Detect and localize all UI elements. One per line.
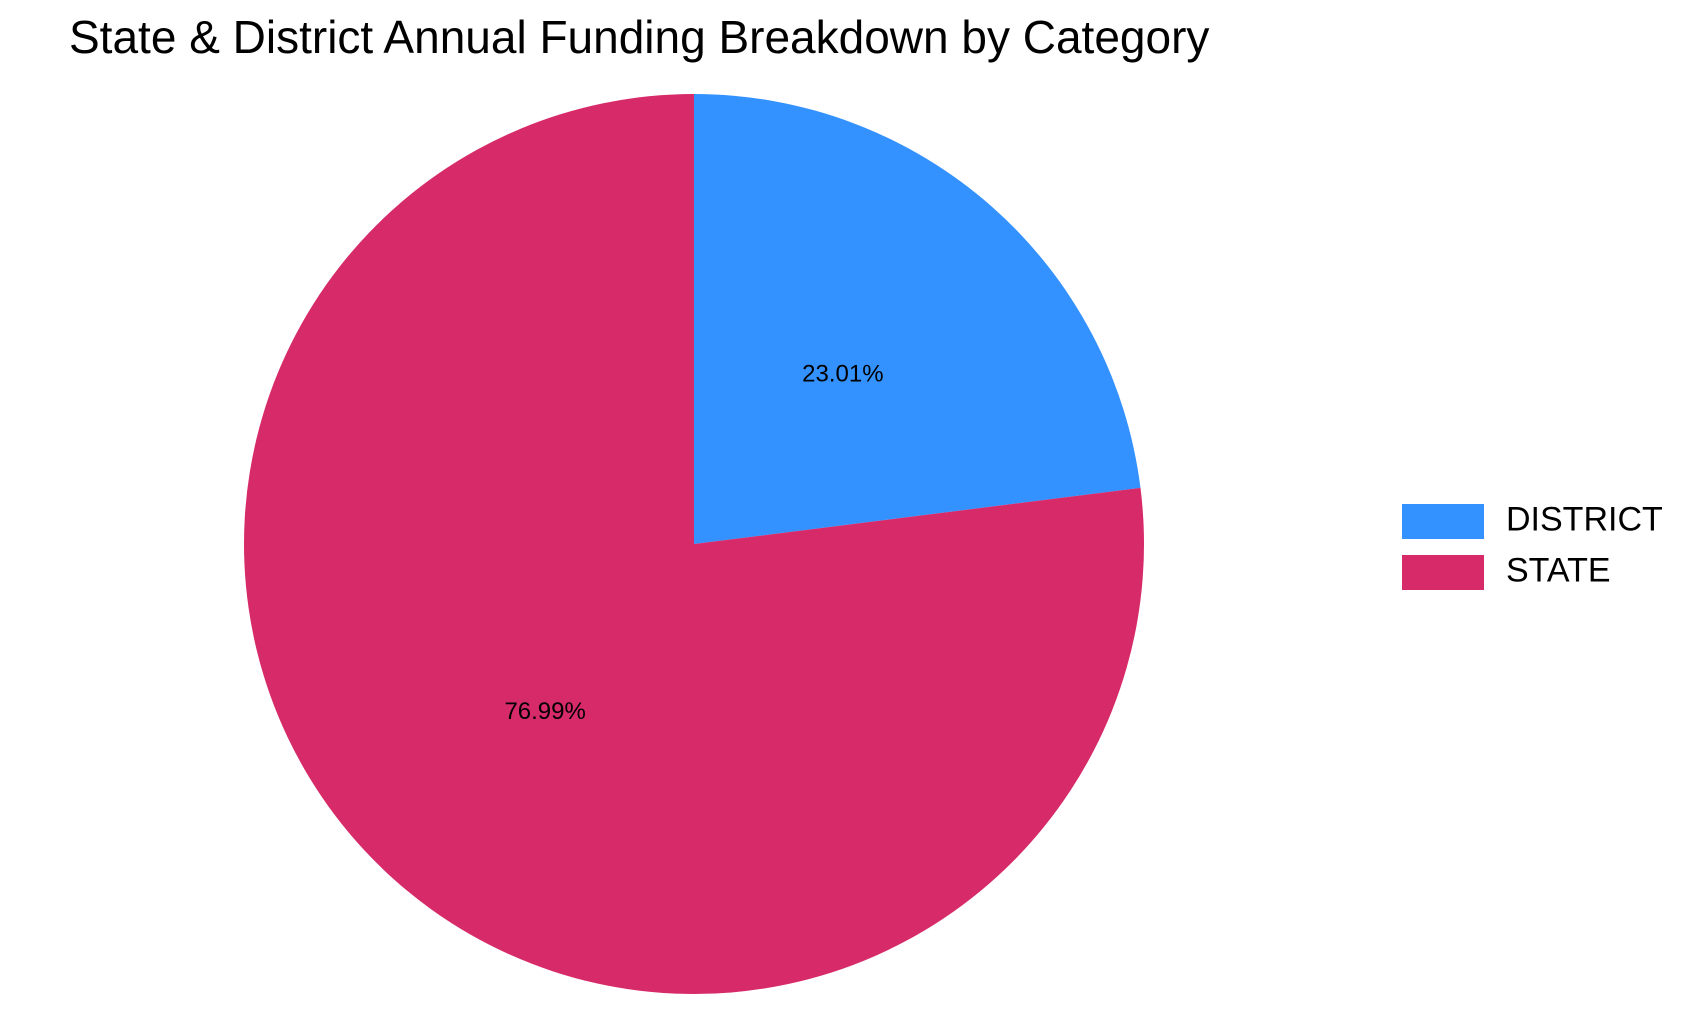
slice-label-district: 23.01% (802, 361, 883, 388)
pie-slice-district (694, 94, 1141, 544)
legend: DISTRICT STATE (1402, 500, 1663, 590)
pie-slices (244, 93, 1144, 994)
legend-swatch-state (1402, 555, 1484, 590)
pie-slice-state (244, 93, 1144, 994)
pie-slice-labels: 23.01% 76.99% (504, 361, 883, 725)
slice-label-state: 76.99% (504, 698, 585, 725)
legend-label-state: STATE (1506, 551, 1611, 589)
legend-swatch-district (1402, 504, 1484, 539)
legend-label-district: DISTRICT (1506, 500, 1663, 538)
chart-title: State & District Annual Funding Breakdow… (69, 11, 1210, 63)
